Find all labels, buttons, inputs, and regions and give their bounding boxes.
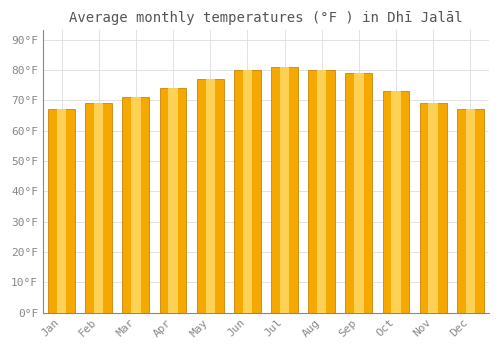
Bar bbox=[94, 103, 104, 313]
Bar bbox=[420, 103, 446, 313]
Bar bbox=[428, 103, 438, 313]
Bar bbox=[271, 67, 298, 313]
Bar bbox=[308, 70, 335, 313]
Bar bbox=[382, 91, 409, 313]
Bar bbox=[131, 97, 140, 313]
Bar bbox=[466, 109, 475, 313]
Bar bbox=[57, 109, 66, 313]
Bar bbox=[280, 67, 289, 313]
Bar bbox=[160, 88, 186, 313]
Title: Average monthly temperatures (°F ) in Dhī Jalāl: Average monthly temperatures (°F ) in Dh… bbox=[69, 11, 462, 25]
Bar bbox=[317, 70, 326, 313]
Bar bbox=[86, 103, 112, 313]
Bar bbox=[242, 70, 252, 313]
Bar bbox=[234, 70, 260, 313]
Bar bbox=[197, 79, 224, 313]
Bar bbox=[206, 79, 215, 313]
Bar bbox=[346, 73, 372, 313]
Bar bbox=[457, 109, 483, 313]
Bar bbox=[354, 73, 364, 313]
Bar bbox=[392, 91, 400, 313]
Bar bbox=[168, 88, 177, 313]
Bar bbox=[48, 109, 75, 313]
Bar bbox=[122, 97, 149, 313]
